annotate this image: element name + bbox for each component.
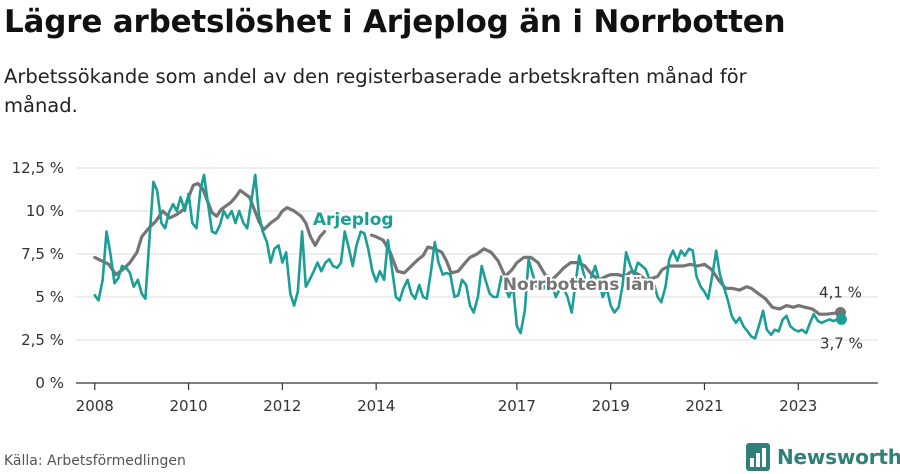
brand-link[interactable]: Newsworthy xyxy=(746,441,900,473)
series-labels: 4,1 % 3,7 % Arjeplog Norrbottens län xyxy=(311,208,863,353)
y-axis-labels: 0 % 2,5 % 5 % 7,5 % 10 % 12,5 % xyxy=(12,159,64,392)
x-tick-label: 2021 xyxy=(685,397,723,415)
x-tick-label: 2008 xyxy=(76,397,114,415)
arjeplog-line xyxy=(93,173,843,340)
y-tick-label: 7,5 % xyxy=(21,245,64,263)
norrbotten-end-label: 4,1 % xyxy=(819,283,862,301)
x-tick-label: 2017 xyxy=(498,397,536,415)
source-note: Källa: Arbetsförmedlingen xyxy=(4,453,186,469)
x-axis: 2008 2010 2012 2014 2017 2019 2021 2023 xyxy=(76,382,878,415)
x-tick-label: 2014 xyxy=(357,397,395,415)
arjeplog-end-label: 3,7 % xyxy=(820,334,863,352)
norrbotten-series-label: Norrbottens län xyxy=(503,275,655,295)
norrbotten-line xyxy=(369,233,843,316)
brand-name: Newsworthy xyxy=(777,445,900,469)
arjeplog-series-label: Arjeplog xyxy=(313,210,394,230)
chart-subtitle: Arbetssökande som andel av den registerb… xyxy=(4,65,747,117)
x-tick-label: 2019 xyxy=(592,397,630,415)
y-tick-label: 0 % xyxy=(35,374,64,392)
arjeplog-end-point xyxy=(835,313,847,325)
chart-title: Lägre arbetslöshet i Arjeplog än i Norrb… xyxy=(4,4,786,40)
norrbotten-line xyxy=(93,181,327,277)
y-tick-label: 10 % xyxy=(26,202,64,220)
x-tick-label: 2023 xyxy=(779,397,817,415)
y-tick-label: 12,5 % xyxy=(12,159,64,177)
x-tick-label: 2010 xyxy=(169,397,207,415)
x-tick-label: 2012 xyxy=(263,397,301,415)
y-tick-label: 5 % xyxy=(35,288,64,306)
newsworthy-logo-icon xyxy=(746,443,770,471)
y-tick-label: 2,5 % xyxy=(21,331,64,349)
series-lines xyxy=(93,173,847,340)
